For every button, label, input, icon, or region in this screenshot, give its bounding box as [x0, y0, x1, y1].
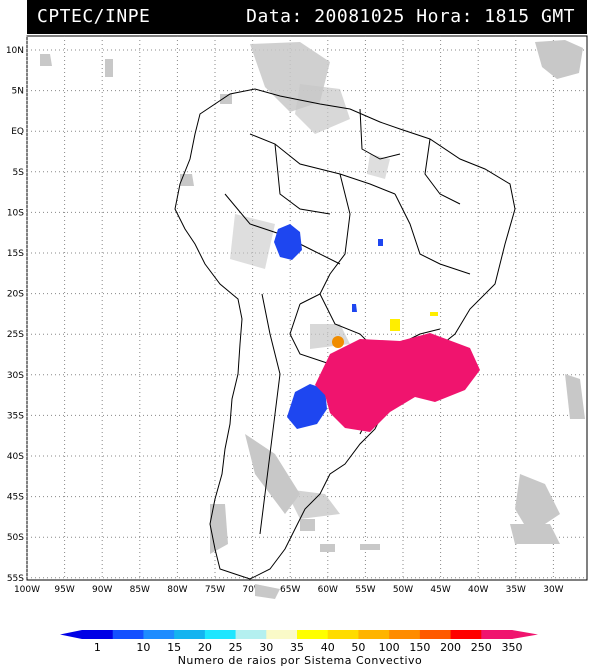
lat-tick-label: EQ	[11, 127, 24, 137]
lon-tick-label: 60W	[318, 585, 338, 595]
system-blue-north	[274, 224, 302, 260]
lat-tick-label: 5S	[13, 168, 25, 178]
colorbar-swatch	[481, 630, 513, 639]
colorbar-label: 35	[290, 641, 304, 654]
lon-tick-label: 35W	[506, 585, 526, 595]
lon-tick-label: 90W	[92, 585, 112, 595]
colorbar-label: 150	[409, 641, 430, 654]
colorbar-label: 40	[321, 641, 335, 654]
lat-tick-label: 10S	[7, 208, 24, 218]
colorbar-label: 25	[229, 641, 243, 654]
colorbar-label: 15	[167, 641, 181, 654]
colorbar-swatch	[204, 630, 237, 639]
lon-tick-label: 45W	[430, 585, 450, 595]
colorbar-caption: Numero de raios por Sistema Convectivo	[177, 654, 423, 667]
system-blue-tiny	[352, 304, 357, 312]
lon-tick-label: 100W	[14, 585, 40, 595]
colorbar-label: 100	[379, 641, 400, 654]
coastlines-borders	[174, 88, 516, 580]
colorbar-label: 250	[471, 641, 492, 654]
colorbar-swatch	[82, 630, 114, 639]
lightning-map: 10N 5N EQ 5S 10S 15S 20S 25S 30S 35S 40S 45S 50S 55S1…	[6, 35, 588, 599]
lon-tick-label: 70W	[242, 585, 262, 595]
lon-tick-label: 80W	[167, 585, 187, 595]
colorbar-swatches	[60, 630, 538, 639]
colorbar-label: 50	[351, 641, 365, 654]
lon-tick-label: 75W	[205, 585, 225, 595]
lat-tick-label: 40S	[7, 452, 24, 462]
colorbar-swatch	[389, 630, 421, 639]
colorbar-left-arrow	[60, 630, 82, 639]
system-yellow-small	[430, 312, 438, 316]
time-label: Hora:	[416, 6, 473, 27]
colorbar-swatch	[358, 630, 390, 639]
colorbar-swatch	[112, 630, 144, 639]
colorbar-labels: 1 10 15 20 25 30 35 40 50 100 150 200 250 350	[94, 641, 523, 654]
colorbar-swatch	[450, 630, 482, 639]
lat-tick-label: 20S	[7, 290, 24, 300]
colorbar-label: 200	[440, 641, 461, 654]
colorbar-label: 20	[198, 641, 212, 654]
agency-label: CPTEC/INPE	[37, 6, 151, 27]
lat-tick-label: 10N	[6, 46, 24, 56]
lat-tick-label: 5N	[12, 87, 24, 97]
lon-tick-label: 95W	[54, 585, 74, 595]
lon-tick-label: 50W	[393, 585, 413, 595]
timezone-label: GMT	[540, 6, 575, 27]
colorbar-label: 30	[259, 641, 273, 654]
lat-tick-label: 25S	[7, 330, 24, 340]
lon-tick-label: 30W	[543, 585, 563, 595]
lat-tick-label: 45S	[7, 493, 24, 503]
colorbar-swatch	[143, 630, 175, 639]
date-label: Data:	[246, 6, 303, 27]
date-value: 20081025	[314, 6, 405, 27]
colorbar-right-arrow	[512, 630, 538, 639]
colorbar-swatch	[297, 630, 329, 639]
lon-tick-label: 40W	[468, 585, 488, 595]
colorbar-swatch	[327, 630, 359, 639]
lon-tick-label: 55W	[355, 585, 375, 595]
map-frame	[26, 35, 588, 581]
datetime-label: Data: 20081025 Hora: 1815 GMT	[246, 6, 575, 27]
lat-tick-label: 30S	[7, 371, 24, 381]
colorbar-swatch	[419, 630, 452, 639]
system-blue-small	[378, 239, 383, 246]
time-value: 1815	[484, 6, 530, 27]
lon-tick-label: 65W	[280, 585, 300, 595]
cloud-cover	[40, 40, 585, 599]
system-orange	[332, 336, 344, 348]
convective-systems	[274, 224, 480, 432]
colorbar-label: 1	[94, 641, 101, 654]
map-header: CPTEC/INPE Data: 20081025 Hora: 1815 GMT	[27, 0, 587, 34]
colorbar-swatch	[174, 630, 206, 639]
system-yellow	[390, 319, 400, 331]
lat-tick-label: 35S	[7, 411, 24, 421]
colorbar-label: 10	[136, 641, 150, 654]
axis-labels: 10N 5N EQ 5S 10S 15S 20S 25S 30S 35S 40S 45S 50S 55S1…	[6, 46, 564, 595]
system-blue-south	[287, 384, 327, 429]
lat-tick-label: 55S	[7, 574, 24, 584]
colorbar: 1 10 15 20 25 30 35 40 50 100 150 200 250 350	[60, 630, 538, 654]
lat-tick-label: 50S	[7, 533, 24, 543]
colorbar-swatch	[266, 630, 298, 639]
lon-tick-label: 85W	[130, 585, 150, 595]
lat-tick-label: 15S	[7, 249, 24, 259]
colorbar-label: 350	[502, 641, 523, 654]
colorbar-swatch	[235, 630, 267, 639]
system-magenta	[315, 333, 480, 432]
